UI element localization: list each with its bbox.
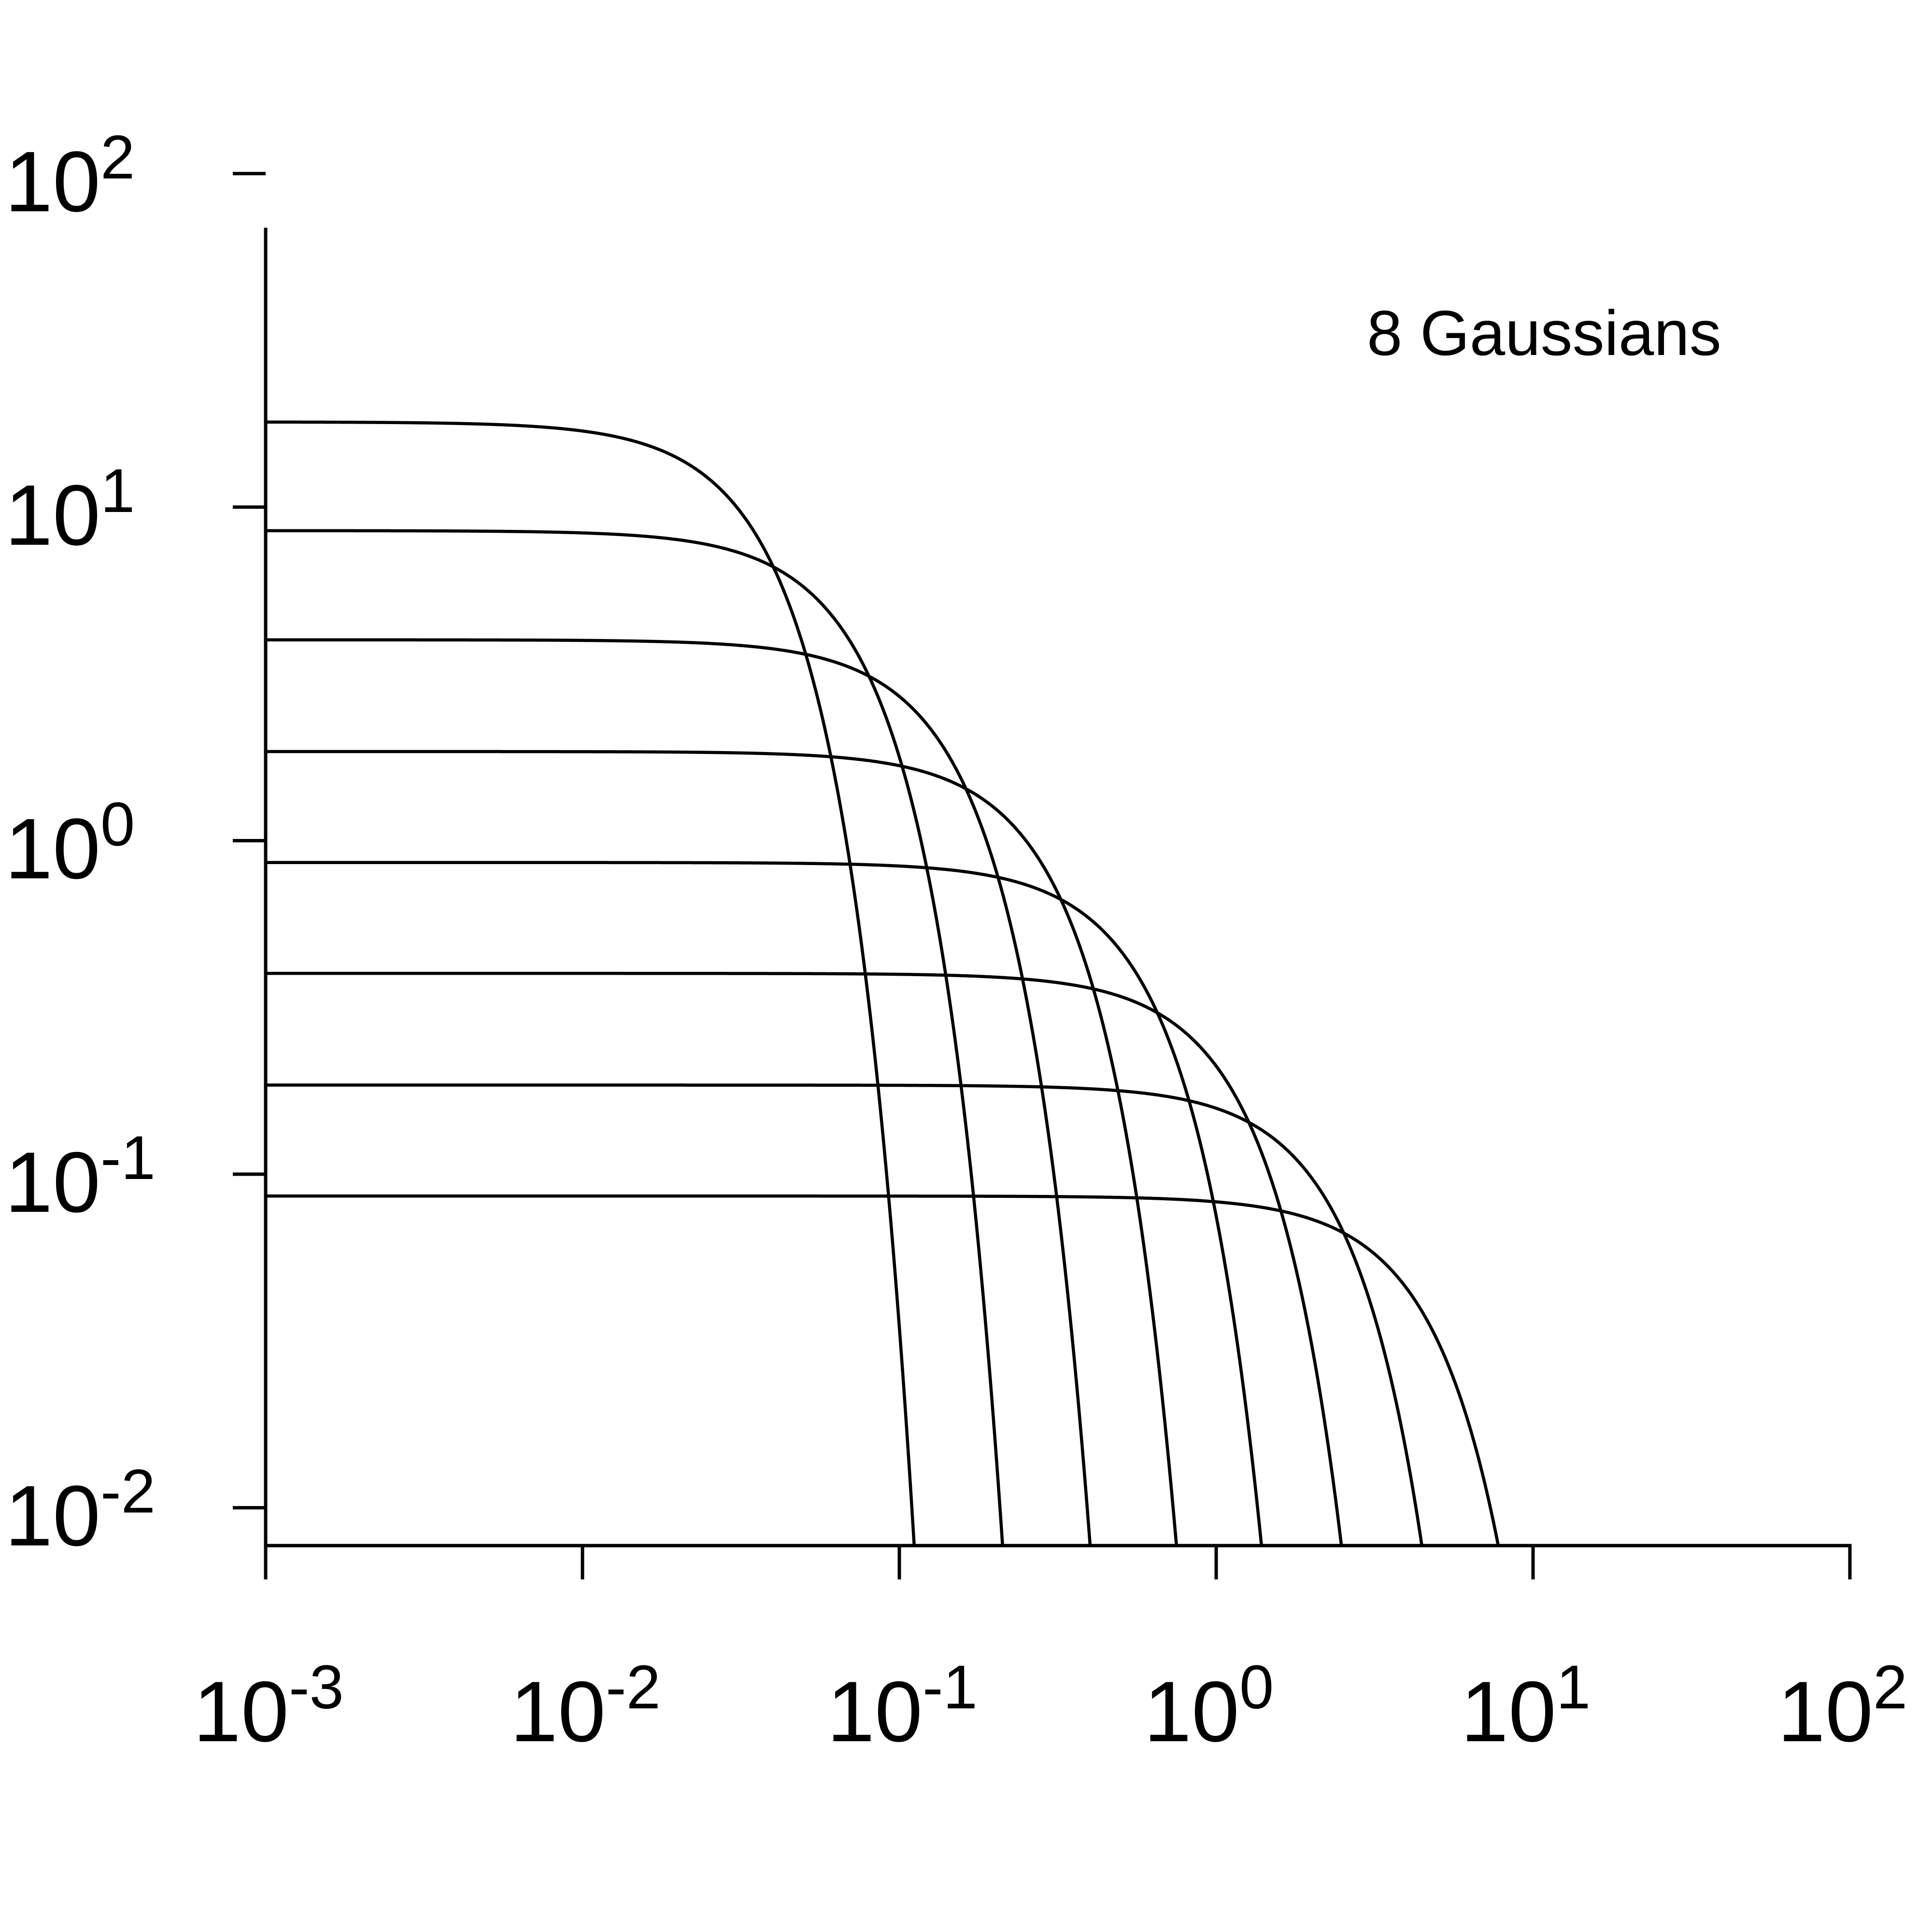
series-group <box>265 420 1500 1546</box>
y-tick-label: 10-2 <box>5 1457 156 1564</box>
y-tick-label-exponent: 1 <box>100 456 135 526</box>
y-tick-label: 10-1 <box>5 1123 156 1230</box>
x-tick-label-base: 10 <box>1777 1663 1873 1760</box>
series-line-2 <box>265 529 1004 1546</box>
y-tick-label: 102 <box>5 123 135 229</box>
y-tick-label-base: 10 <box>5 1468 100 1564</box>
x-tick-label-exponent: -3 <box>289 1653 344 1722</box>
x-axis-ticks: 10-3 10-2 10-1 100 101 102 <box>193 1546 1907 1760</box>
x-tick-label: 100 <box>1144 1653 1274 1760</box>
x-tick-label: 10-1 <box>827 1653 978 1760</box>
x-tick-label: 101 <box>1461 1653 1591 1760</box>
y-tick-label-exponent: 2 <box>100 123 135 192</box>
x-tick-label-base: 10 <box>510 1663 606 1760</box>
x-tick-label-base: 10 <box>193 1663 289 1760</box>
series-line-7 <box>266 1083 1424 1546</box>
series-line-4 <box>266 750 1178 1546</box>
y-tick-label-exponent: -2 <box>100 1457 156 1526</box>
y-tick-label-base: 10 <box>5 1134 100 1230</box>
x-tick-label-exponent: 1 <box>1556 1653 1591 1722</box>
x-tick-label-base: 10 <box>1144 1663 1239 1760</box>
y-tick-label: 101 <box>5 456 135 563</box>
series-line-1 <box>265 420 916 1546</box>
x-tick-label: 10-3 <box>193 1653 344 1760</box>
series-line-6 <box>266 972 1343 1546</box>
x-tick-label-exponent: 2 <box>1873 1653 1907 1722</box>
y-tick-label-exponent: -1 <box>100 1123 156 1193</box>
y-tick-label: 100 <box>5 790 135 896</box>
x-tick-label-exponent: 0 <box>1239 1653 1274 1722</box>
y-tick-label-base: 10 <box>5 133 100 229</box>
x-tick-label-exponent: -2 <box>606 1653 661 1722</box>
y-tick-label-base: 10 <box>5 467 100 563</box>
x-tick-label-base: 10 <box>1461 1663 1556 1760</box>
series-line-8 <box>266 1194 1500 1546</box>
x-tick-label-base: 10 <box>827 1663 923 1760</box>
series-line-5 <box>266 861 1264 1546</box>
x-tick-label: 10-2 <box>510 1653 661 1760</box>
y-tick-label-base: 10 <box>5 800 100 896</box>
x-tick-label-exponent: -1 <box>923 1653 978 1722</box>
y-tick-label-exponent: 0 <box>100 790 135 859</box>
series-line-3 <box>266 638 1092 1546</box>
chart-annotation: 8 Gaussians <box>1367 298 1721 369</box>
x-tick-label: 102 <box>1777 1653 1907 1760</box>
